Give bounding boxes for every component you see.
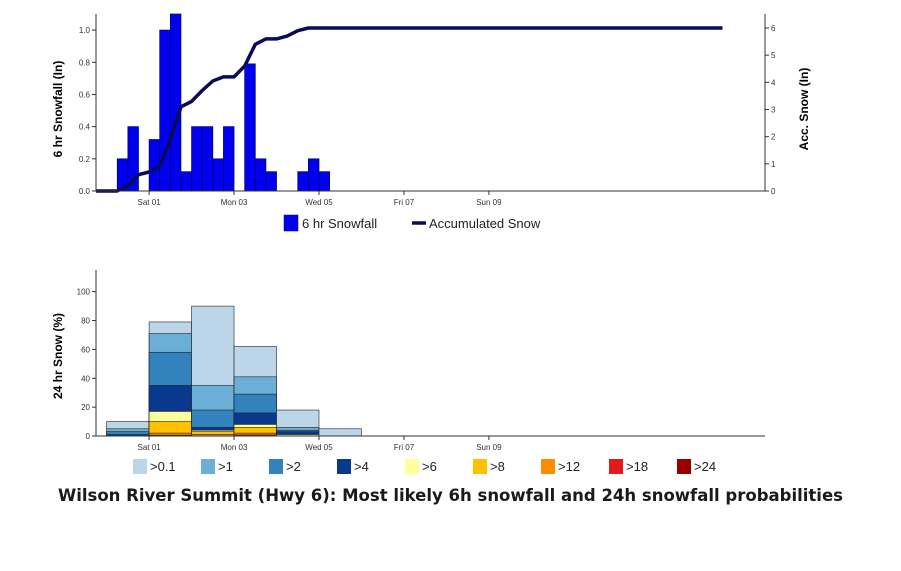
- snowfall-bar: [244, 63, 256, 192]
- legend-label-gt8: >8: [490, 459, 505, 474]
- bottom-chart-axes: 0 20 40 60 80 100 Sat 01 Mon 03 Wed 05 Fri 07 Sun …: [77, 270, 765, 452]
- legend-label-gt24: >24: [694, 459, 716, 474]
- legend-swatch-6hr-snowfall: [283, 214, 299, 232]
- figure-caption: Wilson River Summit (Hwy 6): Most likely…: [58, 486, 843, 505]
- accumulated-snow-line: [96, 26, 723, 193]
- bottom-y-tick-label: 100: [77, 288, 91, 297]
- legend-label-gt1: >1: [218, 459, 233, 474]
- snowfall-bar: [201, 126, 214, 192]
- top-chart-axes: 0.0 0.2 0.4 0.6 0.8 1.0 0 1 2 3 4 5 6 Sat 01 Mon 03 Wed…: [79, 14, 776, 207]
- top-x-tick-label: Fri 07: [394, 198, 415, 207]
- top-y2-tick-label: 0: [771, 187, 776, 196]
- top-x-tick-label: Wed 05: [305, 198, 333, 207]
- legend-swatch-gt18: [609, 459, 623, 474]
- legend-swatch-gt2: [269, 459, 283, 474]
- top-y-axis-title: 6 hr Snowfall (In): [51, 61, 65, 158]
- legend-label-6hr-snowfall: 6 hr Snowfall: [302, 216, 377, 231]
- probability-bars: [106, 305, 362, 437]
- legend-swatch-gt6: [405, 459, 419, 474]
- top-y-tick-label: 1.0: [79, 26, 91, 35]
- snowfall-bar: [254, 158, 267, 192]
- bottom-x-tick-label: Fri 07: [394, 443, 415, 452]
- snowfall-bar: [212, 158, 224, 192]
- top-y2-tick-label: 6: [771, 24, 776, 33]
- bottom-y-tick-label: 0: [86, 432, 91, 441]
- top-x-tick-label: Mon 03: [221, 198, 248, 207]
- top-y-tick-label: 0.8: [79, 58, 91, 67]
- snowfall-bar: [148, 139, 161, 192]
- bottom-x-tick-label: Sun 09: [476, 443, 502, 452]
- bottom-y-tick-label: 20: [81, 403, 90, 412]
- legend-label-gt4: >4: [354, 459, 369, 474]
- legend-swatch-gt4: [337, 459, 351, 474]
- top-y2-axis-title: Acc. Snow (In): [797, 68, 811, 151]
- snowfall-bar: [297, 171, 309, 192]
- top-x-tick-label: Sat 01: [138, 198, 162, 207]
- bottom-y-tick-label: 40: [81, 374, 90, 383]
- legend-label-accumulated-snow: Accumulated Snow: [429, 216, 541, 231]
- top-y2-tick-label: 5: [771, 51, 776, 60]
- snowfall-bar: [169, 13, 182, 192]
- top-y-tick-label: 0.0: [79, 187, 91, 196]
- probability-bar: [318, 428, 362, 437]
- snowfall-6hr-chart: 0.0 0.2 0.4 0.6 0.8 1.0 0 1 2 3 4 5 6 Sat 01 Mon 03 Wed…: [51, 13, 811, 207]
- bottom-x-tick-label: Wed 05: [305, 443, 333, 452]
- top-y2-tick-label: 2: [771, 133, 776, 142]
- snowfall-bar: [223, 126, 235, 192]
- snowfall-bar: [180, 171, 192, 192]
- legend-swatch-gt1: [201, 459, 215, 474]
- legend-label-gt6: >6: [422, 459, 437, 474]
- top-y2-tick-label: 3: [771, 106, 776, 115]
- snow-probability-24hr-chart: 0 20 40 60 80 100 Sat 01 Mon 03 Wed 05 Fri 07 Sun …: [51, 270, 765, 452]
- legend-swatch-gt0-1: [133, 459, 147, 474]
- top-y-tick-label: 0.4: [79, 123, 91, 132]
- legend-label-gt12: >12: [558, 459, 580, 474]
- bottom-y-tick-label: 60: [81, 345, 90, 354]
- snowfall-bars: [116, 13, 330, 192]
- top-x-tick-label: Sun 09: [476, 198, 502, 207]
- top-y2-tick-label: 4: [771, 78, 776, 87]
- legend-label-gt2: >2: [286, 459, 301, 474]
- top-y2-tick-label: 1: [771, 160, 776, 169]
- top-y-tick-label: 0.6: [79, 90, 91, 99]
- legend-swatch-gt12: [541, 459, 555, 474]
- snowfall-bar: [191, 126, 203, 192]
- bottom-y-axis-title: 24 hr Snow (%): [51, 313, 65, 399]
- top-chart-legend: 6 hr Snowfall Accumulated Snow: [283, 214, 541, 232]
- snowfall-bar: [308, 158, 320, 192]
- legend-label-gt0-1: >0.1: [150, 459, 176, 474]
- legend-label-gt18: >18: [626, 459, 648, 474]
- legend-swatch-gt24: [677, 459, 691, 474]
- bottom-x-tick-label: Mon 03: [221, 443, 248, 452]
- top-y-tick-label: 0.2: [79, 155, 91, 164]
- probability-legend: >0.1 >1 >2 >4 >6 >8 >12 >18 >24: [133, 459, 716, 474]
- legend-swatch-gt8: [473, 459, 487, 474]
- snowfall-bar: [318, 171, 330, 192]
- bottom-x-tick-label: Sat 01: [138, 443, 162, 452]
- bottom-y-tick-label: 80: [81, 317, 90, 326]
- snowfall-bar: [265, 171, 277, 192]
